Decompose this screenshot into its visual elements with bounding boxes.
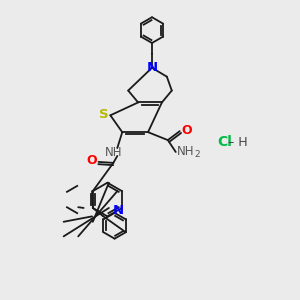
Text: Cl: Cl bbox=[217, 135, 232, 149]
Text: NH: NH bbox=[177, 146, 194, 158]
Text: S: S bbox=[99, 108, 108, 121]
Text: 2: 2 bbox=[195, 151, 200, 160]
Text: NH: NH bbox=[105, 146, 122, 160]
Text: O: O bbox=[86, 154, 97, 167]
Text: O: O bbox=[181, 124, 192, 137]
Text: N: N bbox=[146, 61, 158, 74]
Text: – H: – H bbox=[224, 136, 248, 148]
Text: N: N bbox=[112, 204, 124, 218]
